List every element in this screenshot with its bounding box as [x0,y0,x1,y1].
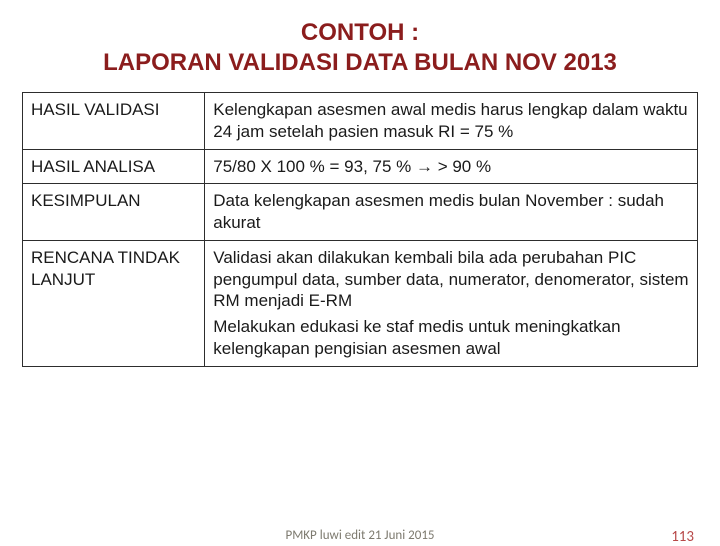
slide-title: CONTOH : LAPORAN VALIDASI DATA BULAN NOV… [22,18,698,78]
table-row: RENCANA TINDAK LANJUT Validasi akan dila… [23,240,698,366]
table-row: HASIL ANALISA 75/80 X 100 % = 93, 75 % →… [23,149,698,184]
page-number: 113 [671,528,694,546]
table-row: HASIL VALIDASI Kelengkapan asesmen awal … [23,93,698,150]
row-value-p1: Validasi akan dilakukan kembali bila ada… [213,247,689,312]
row-value: 75/80 X 100 % = 93, 75 % → > 90 % [205,149,698,184]
title-line2: LAPORAN VALIDASI DATA BULAN NOV 2013 [22,48,698,78]
row-key: HASIL VALIDASI [23,93,205,150]
row-key: KESIMPULAN [23,184,205,241]
footer-text: PMKP luwi edit 21 Juni 2015 [285,528,434,543]
row-value: Validasi akan dilakukan kembali bila ada… [205,240,698,366]
validation-table: HASIL VALIDASI Kelengkapan asesmen awal … [22,92,698,367]
row-value-p2: Melakukan edukasi ke staf medis untuk me… [213,316,689,360]
row-value: Kelengkapan asesmen awal medis harus len… [205,93,698,150]
row-value: Data kelengkapan asesmen medis bulan Nov… [205,184,698,241]
row-key: HASIL ANALISA [23,149,205,184]
title-line1: CONTOH : [22,18,698,48]
table-row: KESIMPULAN Data kelengkapan asesmen medi… [23,184,698,241]
row-key: RENCANA TINDAK LANJUT [23,240,205,366]
